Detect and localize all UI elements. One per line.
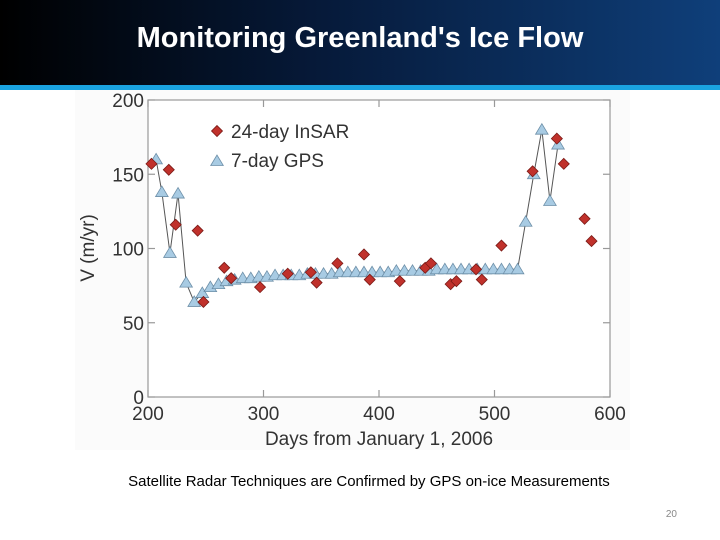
x-tick-label: 600 — [594, 404, 626, 425]
slide-title: Monitoring Greenland's Ice Flow — [136, 22, 584, 54]
insar-point — [310, 276, 323, 289]
insar-point — [557, 157, 570, 170]
gps-point — [551, 137, 566, 150]
x-tick-label: 400 — [363, 404, 395, 425]
velocity-chart: 200 300 400 500 600 0 50 100 150 200 24-day InSAR… — [78, 91, 626, 450]
y-axis-label: V (m/yr) — [78, 214, 99, 282]
legend-insar-marker — [210, 124, 224, 138]
slide-header — [0, 0, 720, 85]
gps-point — [534, 122, 549, 135]
insar-point — [281, 267, 294, 280]
gps-point — [171, 186, 186, 199]
legend-insar-label: 24-day InSAR — [231, 122, 349, 143]
insar-point — [357, 248, 371, 261]
insar-point — [253, 281, 267, 294]
legend-gps-label: 7-day GPS — [231, 151, 324, 172]
y-tick-label: 150 — [112, 165, 144, 186]
insar-point — [162, 163, 175, 176]
insar-point — [424, 257, 438, 270]
insar-point — [526, 165, 539, 178]
header-accent-line — [0, 85, 720, 90]
insar-point — [578, 212, 591, 225]
gps-point — [162, 246, 177, 258]
insar-point — [304, 266, 317, 279]
insar-point — [363, 273, 376, 286]
insar-point — [393, 275, 406, 288]
gps-point — [187, 295, 202, 307]
y-tick-label: 0 — [133, 388, 144, 409]
gps-point — [542, 194, 557, 206]
insar-point — [475, 273, 488, 286]
plot-frame — [147, 99, 611, 398]
gps-point — [179, 275, 194, 288]
insar-point — [225, 272, 238, 285]
insar-point — [218, 261, 231, 274]
chart-container: 200 300 400 500 600 0 50 100 150 200 24-day InSAR… — [75, 90, 630, 450]
insar-point — [197, 295, 210, 309]
x-tick-label: 300 — [248, 404, 280, 425]
page-number: 20 — [665, 509, 677, 520]
insar-point — [145, 157, 158, 170]
insar-point — [169, 218, 182, 231]
y-tick-label: 50 — [123, 314, 144, 335]
gps-point — [518, 214, 533, 227]
y-tick-label: 200 — [112, 91, 144, 112]
x-axis-label: Days from January 1, 2006 — [265, 429, 493, 450]
y-tick-label: 100 — [112, 240, 144, 261]
gps-point — [510, 262, 525, 275]
insar-point — [331, 257, 344, 270]
gps-point — [154, 185, 169, 197]
insar-point — [495, 239, 508, 252]
x-tick-label: 200 — [132, 404, 164, 425]
insar-point — [469, 263, 483, 276]
insar-point — [585, 235, 598, 248]
x-tick-label: 500 — [479, 404, 511, 425]
slide-caption: Satellite Radar Techniques are Confirmed… — [128, 473, 610, 490]
insar-point — [550, 132, 563, 145]
legend-gps-marker — [209, 154, 225, 166]
insar-point — [191, 224, 204, 237]
insar-point — [450, 275, 463, 288]
